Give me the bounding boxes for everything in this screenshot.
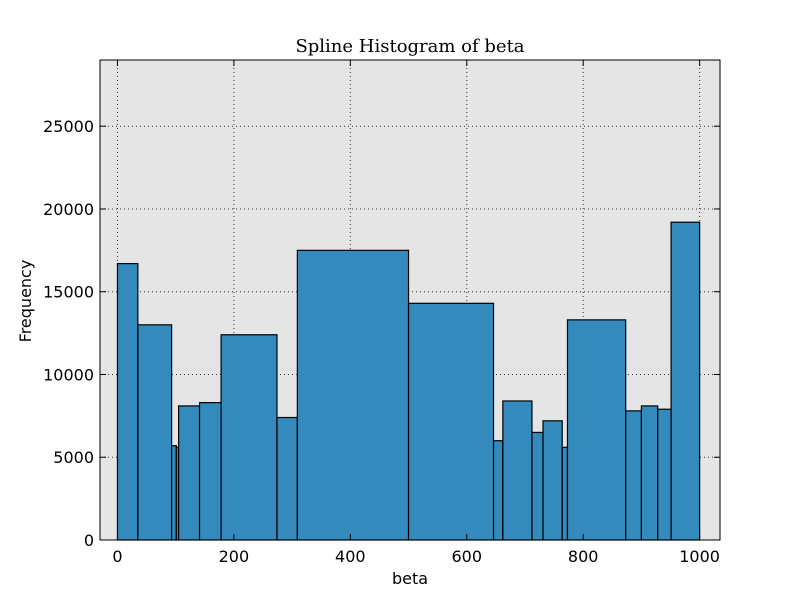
histogram-bar — [561, 446, 569, 541]
histogram-bar — [296, 249, 410, 541]
x-tick-label: 0 — [112, 547, 122, 566]
histogram-bar — [670, 221, 701, 541]
histogram-bar — [657, 408, 672, 541]
histogram-bar — [542, 420, 563, 541]
histogram-bar — [502, 400, 533, 541]
x-tick-label: 600 — [451, 547, 482, 566]
histogram-bar — [640, 405, 659, 541]
x-tick-label: 200 — [219, 547, 250, 566]
histogram-bar — [171, 445, 177, 541]
histogram-bar — [220, 334, 278, 541]
x-tick-label: 400 — [335, 547, 366, 566]
x-tick-label: 800 — [568, 547, 599, 566]
histogram-bar — [198, 402, 222, 541]
histogram-bar — [116, 262, 139, 541]
y-tick-label: 15000 — [43, 283, 94, 302]
y-tick-label: 0 — [84, 531, 94, 550]
y-axis: 0 5000 10000 15000 20000 25000 — [43, 117, 720, 550]
x-axis-label: beta — [392, 569, 428, 588]
chart-title: Spline Histogram of beta — [295, 36, 524, 57]
y-tick-label: 25000 — [43, 117, 94, 136]
histogram-bar — [492, 440, 504, 541]
histogram-bars — [116, 221, 701, 541]
histogram-bar — [625, 410, 643, 541]
plot-frame — [99, 59, 721, 541]
y-tick-label: 10000 — [43, 365, 94, 384]
x-tick-label: 1000 — [679, 547, 720, 566]
histogram-bar — [177, 405, 201, 541]
y-tick-label: 20000 — [43, 200, 94, 219]
histogram-bar — [531, 431, 544, 541]
y-tick-label: 5000 — [53, 448, 94, 467]
x-axis: 0 200 400 600 800 1000 — [112, 60, 720, 566]
histogram-bar — [137, 324, 173, 541]
histogram-bar — [566, 319, 627, 541]
y-axis-label: Frequency — [16, 260, 35, 343]
histogram-bar — [407, 302, 495, 541]
histogram-bar — [276, 416, 298, 541]
